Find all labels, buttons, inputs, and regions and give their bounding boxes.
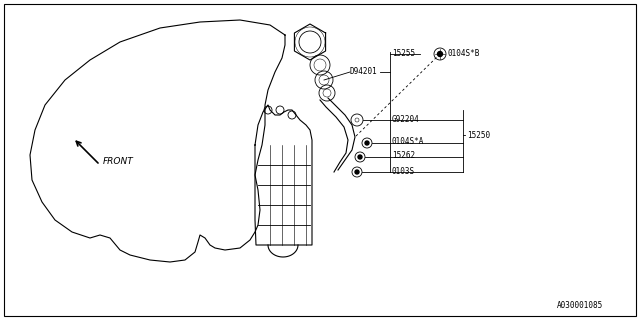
Text: FRONT: FRONT [103,157,134,166]
Text: D94201: D94201 [350,67,378,76]
Text: G92204: G92204 [392,115,420,124]
Text: 0103S: 0103S [392,166,415,175]
Text: 15255: 15255 [392,49,415,58]
Text: 0104S*A: 0104S*A [392,138,424,147]
Circle shape [365,141,369,145]
Circle shape [355,170,359,174]
Text: 0104S*B: 0104S*B [448,49,481,58]
Circle shape [438,52,442,57]
Circle shape [358,155,362,159]
Text: A030001085: A030001085 [557,301,603,310]
Text: 15250: 15250 [467,131,490,140]
Circle shape [355,117,360,123]
Text: 15262: 15262 [392,151,415,161]
